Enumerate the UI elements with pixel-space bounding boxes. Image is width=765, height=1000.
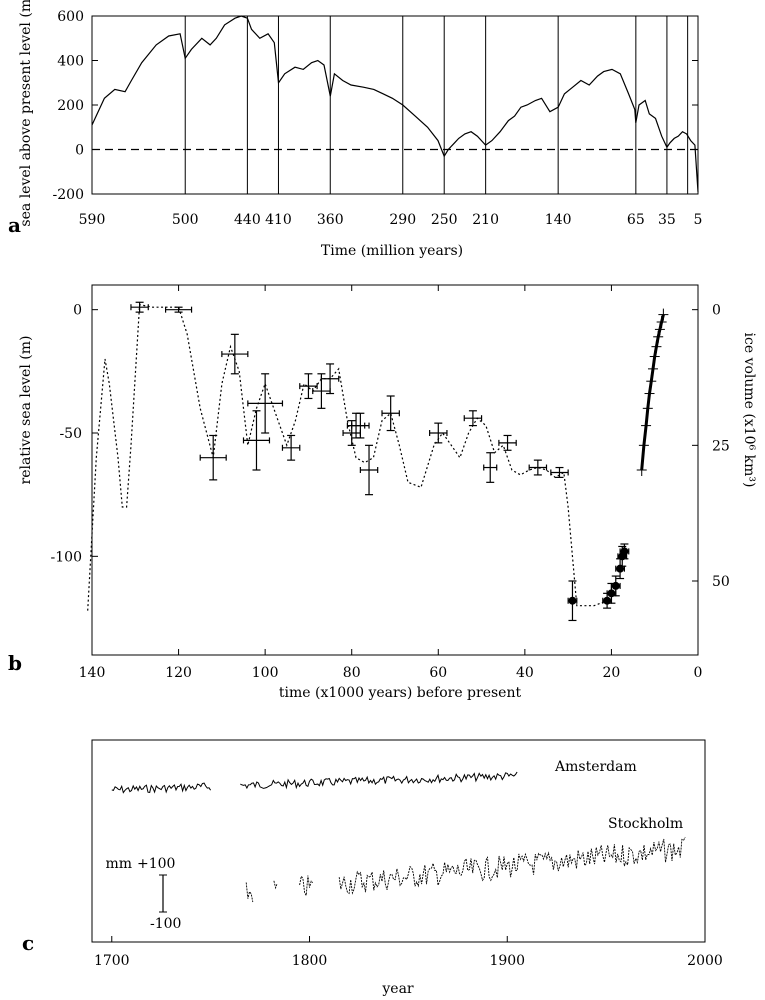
observation-point xyxy=(351,412,370,439)
x-tick-label: 35 xyxy=(658,212,676,228)
stockholm-segment xyxy=(273,880,278,890)
panel-b: 140 120 100 80 60 40 20 0 0 -50 -100 0 25 50 xyxy=(51,284,730,681)
panel-c-xlabel: year xyxy=(381,981,414,997)
panel-b-y2label: ice volume (x10⁶ km³) xyxy=(741,333,757,488)
observation-point xyxy=(199,434,227,481)
x-tick-label: 65 xyxy=(627,212,645,228)
y-tick-label: 400 xyxy=(57,54,84,70)
x-tick-label: 500 xyxy=(172,212,199,228)
x-tick-label: 60 xyxy=(429,665,447,681)
y-tick-label: 600 xyxy=(57,9,84,25)
x-tick-label: 410 xyxy=(265,212,292,228)
stockholm-segment xyxy=(245,882,254,903)
panel-c-letter: c xyxy=(22,931,34,955)
amsterdam-segment xyxy=(111,782,212,794)
sea-level-curve xyxy=(91,15,699,192)
observation-point xyxy=(359,444,379,496)
observation-point xyxy=(299,373,318,400)
x-tick-label: 360 xyxy=(317,212,344,228)
x-tick-label: 440 xyxy=(234,212,261,228)
x-tick-label: 140 xyxy=(545,212,572,228)
x-tick-label: 80 xyxy=(343,665,361,681)
observation-point xyxy=(619,543,630,560)
amsterdam-segment xyxy=(240,771,518,790)
x-tick-label: 1900 xyxy=(489,953,525,969)
observation-point xyxy=(567,580,578,622)
y2-tick-label: 50 xyxy=(712,574,730,590)
observation-point xyxy=(221,333,249,375)
observation-point xyxy=(550,466,569,478)
x-tick-label: 140 xyxy=(79,665,106,681)
data-marker xyxy=(568,596,577,605)
observation-point xyxy=(483,452,498,483)
observation-point xyxy=(610,575,621,597)
panel-c-frame xyxy=(91,739,706,943)
data-marker xyxy=(620,547,629,556)
observation-point xyxy=(320,363,340,395)
x-tick-label: 210 xyxy=(472,212,499,228)
y-tick-label: 0 xyxy=(73,303,82,319)
panel-b-xlabel: time (x1000 years) before present xyxy=(279,685,522,701)
ice-volume-trend xyxy=(640,314,665,471)
stockholm-segment xyxy=(299,875,314,897)
panel-a-xlabel: Time (million years) xyxy=(321,243,463,259)
stockholm-segment xyxy=(338,836,686,895)
x-tick-label: 40 xyxy=(516,665,534,681)
legend-amsterdam: Amsterdam xyxy=(554,759,637,775)
x-tick-label: 290 xyxy=(389,212,416,228)
x-tick-label: 5 xyxy=(694,212,703,228)
observation-point xyxy=(429,422,448,444)
panel-a-letter: a xyxy=(8,213,21,237)
observation-point xyxy=(498,434,517,451)
y-tick-label: -100 xyxy=(51,549,82,565)
modelled-sea-level-curve xyxy=(87,303,612,611)
panel-a-ylabel: sea level above present level (m) xyxy=(18,0,34,227)
panel-b-ylabel: relative sea level (m) xyxy=(18,336,34,485)
data-marker xyxy=(611,581,620,590)
panel-b-frame xyxy=(91,284,699,656)
panel-a: 600 400 200 0 -200 590 500 440 410 360 290 250 210 14… xyxy=(53,9,703,228)
x-tick-label: 2000 xyxy=(687,953,723,969)
observation-point xyxy=(164,306,193,313)
y-tick-label: -200 xyxy=(53,187,84,203)
y-tick-label: 0 xyxy=(75,143,84,159)
x-tick-label: 100 xyxy=(252,665,279,681)
observation-point xyxy=(130,301,149,313)
x-tick-label: 120 xyxy=(165,665,192,681)
scale-bar-top-label: +100 xyxy=(137,856,175,872)
scale-bar-unit: mm xyxy=(105,856,132,872)
y-tick-label: -50 xyxy=(59,426,82,442)
y-tick-label: 200 xyxy=(57,98,84,114)
observation-point xyxy=(281,434,301,461)
y2-tick-label: 0 xyxy=(712,303,721,319)
observation-point xyxy=(247,373,284,434)
panel-c: 1700 1800 1900 2000 xyxy=(91,739,723,969)
legend-stockholm: Stockholm xyxy=(608,816,683,832)
x-tick-label: 250 xyxy=(431,212,458,228)
observation-point xyxy=(242,410,271,471)
scale-bar-bottom-label: -100 xyxy=(150,916,181,932)
observation-point xyxy=(381,395,400,432)
x-tick-label: 590 xyxy=(79,212,106,228)
x-tick-label: 1800 xyxy=(292,953,328,969)
x-tick-label: 0 xyxy=(694,665,703,681)
observation-point xyxy=(463,410,483,427)
panel-a-frame xyxy=(91,15,699,195)
x-tick-label: 20 xyxy=(603,665,621,681)
observation-point xyxy=(528,459,548,476)
x-tick-label: 1700 xyxy=(94,953,130,969)
y2-tick-label: 25 xyxy=(712,438,730,454)
panel-b-letter: b xyxy=(8,651,22,675)
